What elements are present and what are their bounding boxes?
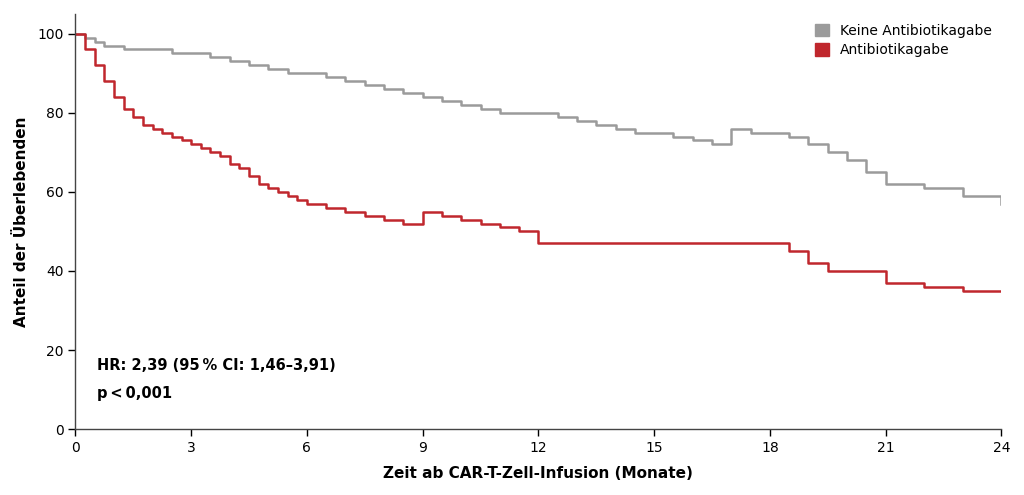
- Legend: Keine Antibiotikagabe, Antibiotikagabe: Keine Antibiotikagabe, Antibiotikagabe: [809, 18, 997, 63]
- Text: p < 0,001: p < 0,001: [96, 386, 172, 401]
- Text: HR: 2,39 (95 % CI: 1,46–3,91): HR: 2,39 (95 % CI: 1,46–3,91): [96, 358, 336, 373]
- Y-axis label: Anteil der Überlebenden: Anteil der Überlebenden: [14, 116, 29, 327]
- X-axis label: Zeit ab CAR-T-Zell-Infusion (Monate): Zeit ab CAR-T-Zell-Infusion (Monate): [383, 466, 693, 481]
